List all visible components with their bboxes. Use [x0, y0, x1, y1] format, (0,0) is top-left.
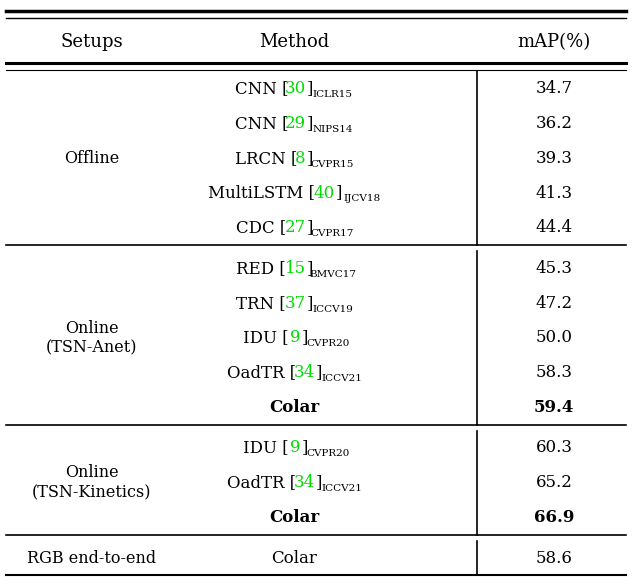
Text: IDU [: IDU [ — [243, 440, 289, 456]
Text: 34.7: 34.7 — [536, 80, 573, 97]
Text: CVPR17: CVPR17 — [311, 229, 354, 238]
Text: CDC [: CDC [ — [236, 219, 286, 236]
Text: Online
(TSN-Anet): Online (TSN-Anet) — [46, 319, 137, 356]
Text: ]: ] — [307, 219, 313, 236]
Text: 36.2: 36.2 — [536, 115, 573, 132]
Text: ]: ] — [316, 474, 322, 491]
Text: ]: ] — [307, 115, 313, 132]
Text: 34: 34 — [294, 474, 315, 491]
Text: ]: ] — [316, 364, 322, 381]
Text: ICCV19: ICCV19 — [312, 305, 353, 314]
Text: Offline: Offline — [64, 150, 119, 167]
Text: Colar: Colar — [271, 550, 317, 567]
Text: 40: 40 — [313, 185, 335, 202]
Text: Colar: Colar — [269, 399, 319, 416]
Text: ICCV21: ICCV21 — [322, 374, 363, 383]
Text: ]: ] — [307, 150, 313, 167]
Text: OadTR [: OadTR [ — [227, 364, 296, 381]
Text: TRN [: TRN [ — [236, 295, 286, 312]
Text: 58.6: 58.6 — [536, 550, 573, 567]
Text: 15: 15 — [284, 260, 306, 277]
Text: IJCV18: IJCV18 — [343, 195, 380, 203]
Text: CNN [: CNN [ — [234, 80, 288, 97]
Text: 60.3: 60.3 — [536, 440, 573, 456]
Text: ]: ] — [336, 185, 342, 202]
Text: 29: 29 — [284, 115, 306, 132]
Text: 41.3: 41.3 — [536, 185, 573, 202]
Text: 27: 27 — [284, 219, 306, 236]
Text: CVPR15: CVPR15 — [311, 160, 354, 169]
Text: 59.4: 59.4 — [534, 399, 574, 416]
Text: 58.3: 58.3 — [536, 364, 573, 381]
Text: CNN [: CNN [ — [234, 115, 288, 132]
Text: ]: ] — [301, 329, 308, 346]
Text: 44.4: 44.4 — [536, 219, 573, 236]
Text: ICLR15: ICLR15 — [313, 90, 353, 99]
Text: Method: Method — [258, 33, 329, 51]
Text: RED [: RED [ — [236, 260, 286, 277]
Text: 37: 37 — [284, 295, 306, 312]
Text: OadTR [: OadTR [ — [227, 474, 296, 491]
Text: 9: 9 — [290, 440, 300, 456]
Text: CVPR20: CVPR20 — [306, 339, 349, 348]
Text: 39.3: 39.3 — [536, 150, 573, 167]
Text: NIPS14: NIPS14 — [312, 125, 353, 134]
Text: 50.0: 50.0 — [536, 329, 573, 346]
Text: Setups: Setups — [60, 33, 123, 51]
Text: 8: 8 — [295, 150, 305, 167]
Text: ]: ] — [301, 440, 308, 456]
Text: ICCV21: ICCV21 — [322, 484, 363, 493]
Text: IDU [: IDU [ — [243, 329, 289, 346]
Text: ]: ] — [307, 260, 313, 277]
Text: mAP(%): mAP(%) — [518, 33, 591, 51]
Text: CVPR20: CVPR20 — [306, 449, 349, 458]
Text: 30: 30 — [284, 80, 306, 97]
Text: 66.9: 66.9 — [534, 509, 574, 526]
Text: 34: 34 — [294, 364, 315, 381]
Text: LRCN [: LRCN [ — [235, 150, 297, 167]
Text: 45.3: 45.3 — [536, 260, 573, 277]
Text: 65.2: 65.2 — [536, 474, 573, 491]
Text: Online
(TSN-Kinetics): Online (TSN-Kinetics) — [32, 465, 152, 501]
Text: 47.2: 47.2 — [536, 295, 573, 312]
Text: ]: ] — [307, 295, 313, 312]
Text: MultiLSTM [: MultiLSTM [ — [208, 185, 315, 202]
Text: BMVC17: BMVC17 — [309, 270, 356, 279]
Text: 9: 9 — [290, 329, 300, 346]
Text: RGB end-to-end: RGB end-to-end — [27, 550, 156, 567]
Text: Colar: Colar — [269, 509, 319, 526]
Text: ]: ] — [307, 80, 313, 97]
